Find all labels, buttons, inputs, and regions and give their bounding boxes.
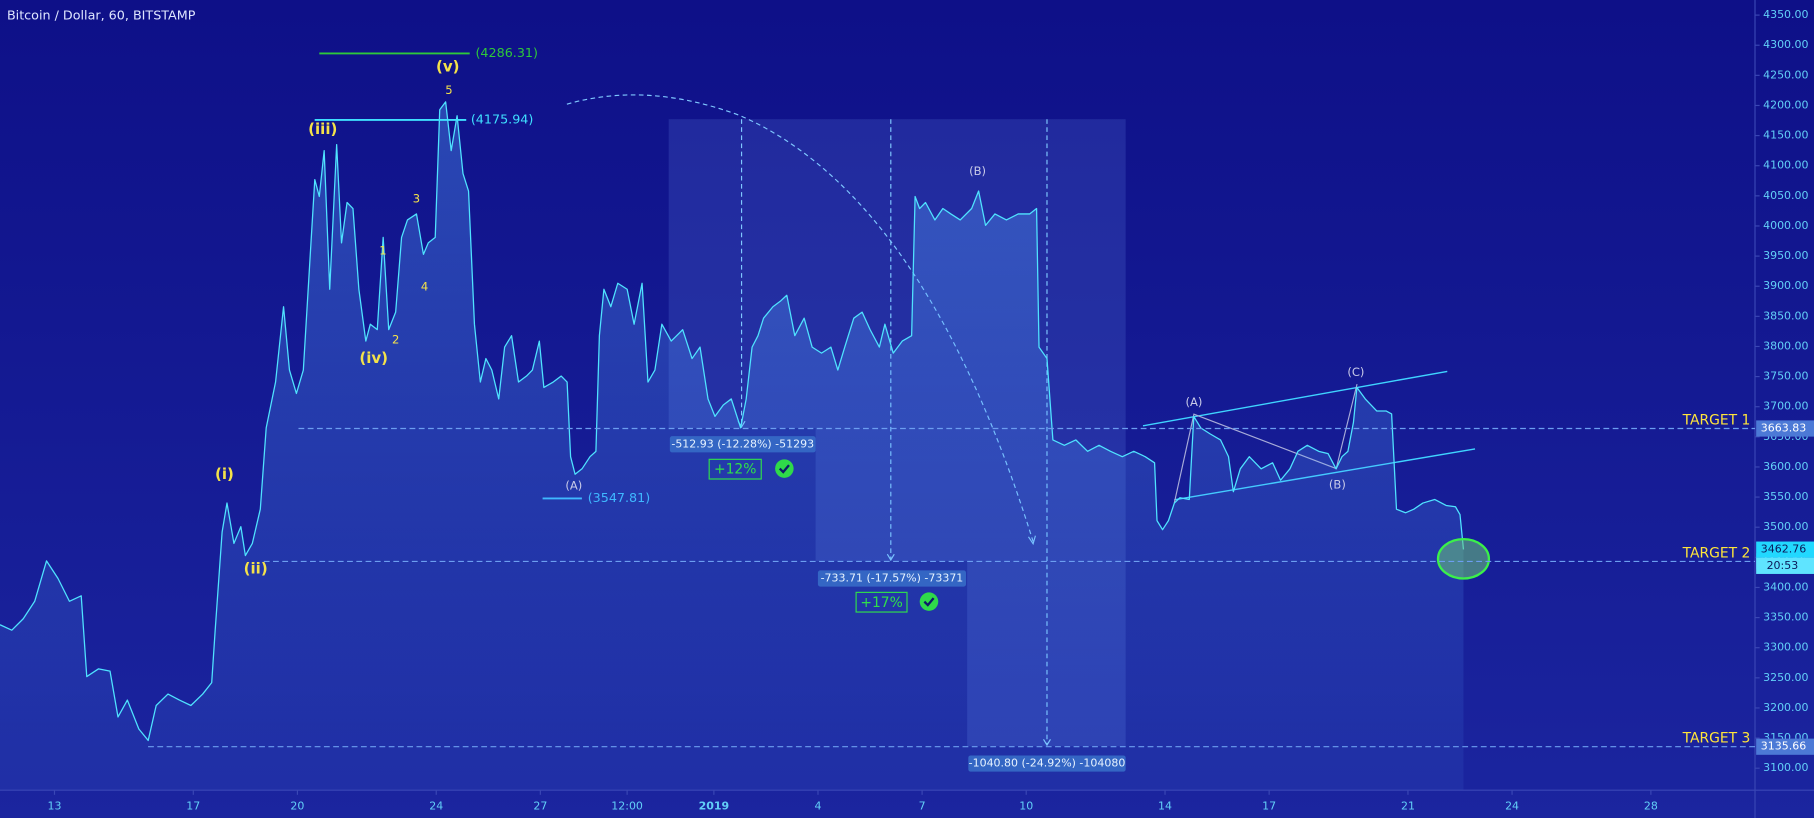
y-tick-label: 3200.00 (1763, 701, 1808, 714)
wave-label: 5 (445, 83, 452, 97)
check-mark (923, 597, 935, 607)
check-mark (778, 464, 790, 474)
price-line (0, 101, 1465, 742)
wave-label: 2 (392, 333, 399, 347)
x-tick-label: 27 (533, 799, 547, 812)
result-label: +17% (860, 595, 902, 611)
y-tick-label: 4150.00 (1763, 129, 1808, 142)
x-tick-label: 21 (1401, 799, 1415, 812)
wave-label: (iv) (359, 349, 388, 367)
y-tick-label: 3250.00 (1763, 671, 1808, 684)
y-tick-label: 4250.00 (1763, 68, 1808, 81)
x-tick-label: 20 (290, 799, 304, 812)
pattern-line (1173, 383, 1358, 504)
wave-label: (C) (1347, 365, 1364, 379)
result-box (708, 458, 762, 480)
check-icon (919, 592, 939, 611)
axis-value-label: 3663.83 (1761, 422, 1806, 435)
wave-label: (iii) (308, 120, 337, 138)
y-tick-label: 3350.00 (1763, 611, 1808, 624)
x-tick-label: 13 (47, 799, 61, 812)
y-tick-label: 4200.00 (1763, 98, 1808, 111)
y-tick-label: 4300.00 (1763, 38, 1808, 51)
x-tick-label: 17 (186, 799, 200, 812)
price-level-label: (4175.94) (471, 111, 534, 126)
y-tick-label: 4100.00 (1763, 159, 1808, 172)
x-tick-label: 14 (1158, 799, 1172, 812)
check-icon (775, 459, 794, 478)
x-tick-label: 2019 (699, 799, 730, 812)
x-tick-label: 28 (1644, 799, 1658, 812)
y-tick-label: 3300.00 (1763, 641, 1808, 654)
wave-label: (v) (436, 58, 460, 76)
measure-label: -512.93 (-12.28%) -51293 (671, 437, 814, 450)
measure-label-box (968, 755, 1126, 772)
y-tick-label: 3600.00 (1763, 460, 1808, 473)
y-tick-label: 3900.00 (1763, 279, 1808, 292)
x-tick-label: 12:00 (611, 799, 643, 812)
y-tick-label: 3800.00 (1763, 339, 1808, 352)
projection-curve (566, 94, 1034, 542)
measure-label-box (817, 570, 967, 587)
wave-label: (A) (565, 478, 582, 492)
measure-label-box (669, 436, 816, 453)
y-tick-label: 3950.00 (1763, 249, 1808, 262)
price-level-label: (4286.31) (475, 45, 538, 60)
wave-label: 3 (413, 192, 420, 206)
y-tick-label: 3850.00 (1763, 309, 1808, 322)
x-tick-label: 24 (1505, 799, 1519, 812)
wave-label: (ii) (244, 560, 268, 578)
wave-label: (A) (1185, 395, 1202, 409)
result-label: +12% (714, 462, 756, 478)
y-tick-label: 3500.00 (1763, 520, 1808, 533)
y-tick-label: 3400.00 (1763, 580, 1808, 593)
wave-label: 1 (379, 244, 386, 258)
x-tick-label: 10 (1019, 799, 1033, 812)
y-tick-label: 4000.00 (1763, 219, 1808, 232)
wave-label: 4 (421, 279, 428, 293)
countdown-label: 20:53 (1767, 559, 1799, 572)
highlight-circle (1436, 537, 1491, 580)
axis-value-label: 3135.66 (1761, 740, 1806, 753)
last-price-box (1756, 541, 1814, 558)
y-tick-label: 3100.00 (1763, 761, 1808, 774)
last-price-label: 3462.76 (1761, 543, 1806, 556)
wave-label: (B) (1329, 477, 1346, 491)
target-label: TARGET 2 (1682, 545, 1751, 561)
y-tick-label: 4350.00 (1763, 8, 1808, 21)
target-label: TARGET 3 (1682, 731, 1751, 747)
y-tick-label: 3750.00 (1763, 370, 1808, 383)
axis-value-box (1756, 738, 1814, 755)
x-tick-label: 7 (919, 799, 926, 812)
measure-label: -733.71 (-17.57%) -73371 (821, 571, 964, 584)
x-tick-label: 17 (1262, 799, 1276, 812)
countdown-box (1756, 557, 1814, 574)
chart-title: Bitcoin / Dollar, 60, BITSTAMP (7, 8, 196, 23)
y-tick-label: 3700.00 (1763, 400, 1808, 413)
price-level-label: (3547.81) (588, 490, 651, 505)
x-tick-label: 24 (429, 799, 443, 812)
axis-value-box (1756, 420, 1814, 437)
y-tick-label: 3550.00 (1763, 490, 1808, 503)
measure-label: -1040.80 (-24.92%) -104080 (969, 757, 1126, 770)
wave-label: (i) (215, 465, 234, 483)
y-tick-label: 4050.00 (1763, 189, 1808, 202)
x-tick-label: 4 (814, 799, 821, 812)
target-label: TARGET 1 (1682, 412, 1751, 428)
wave-label: (B) (969, 164, 986, 178)
result-box (855, 591, 908, 613)
overlay: (4286.31) (4175.94) (3547.81) TARGET 1 3663.… (148, 45, 1814, 772)
